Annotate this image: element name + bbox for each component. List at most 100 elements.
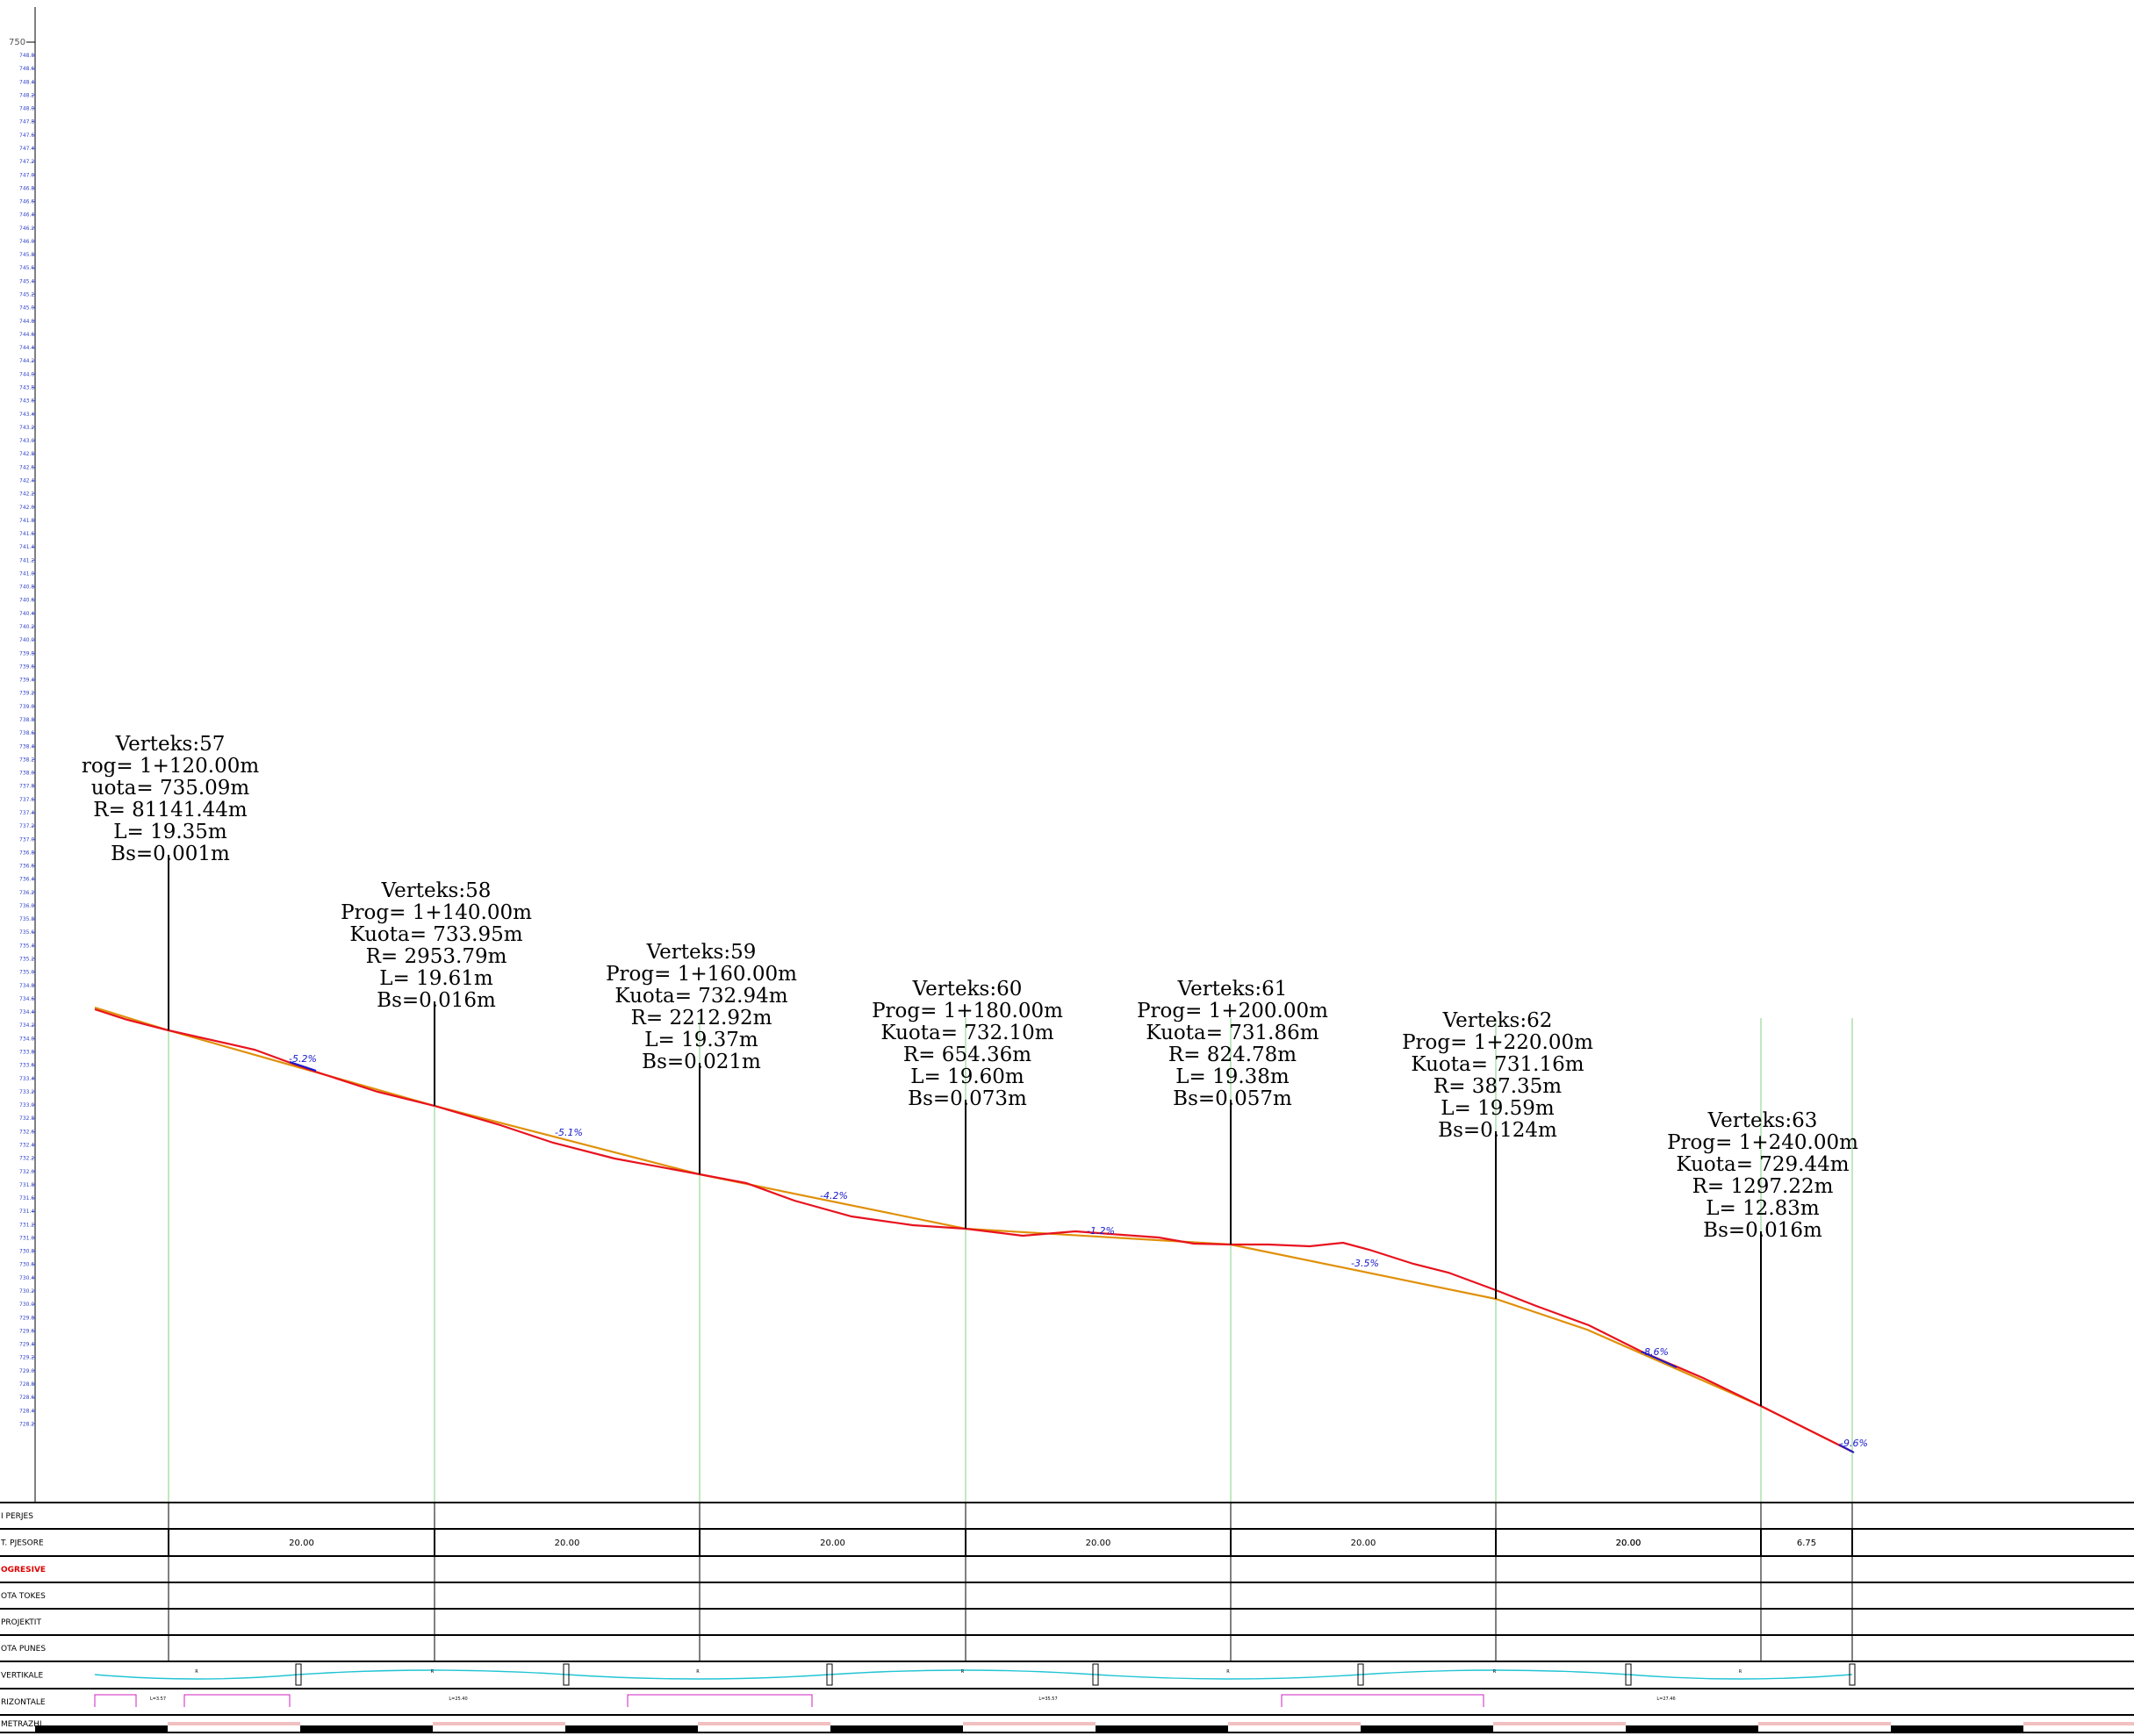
svg-text:·: · <box>1495 1644 1497 1649</box>
elevation-tick: 745.6 <box>19 265 34 271</box>
svg-text:·: · <box>965 1618 966 1623</box>
elevation-tick: 739.4 <box>19 678 34 684</box>
elevation-tick: 741.2 <box>19 557 34 563</box>
elevation-tick: 737.8 <box>19 784 34 790</box>
elevation-tick: 743.0 <box>19 438 34 444</box>
svg-text:R: R <box>1739 1669 1742 1675</box>
elevation-tick: 747.0 <box>19 172 34 178</box>
vertex-l: L= 19.61m <box>379 967 493 990</box>
svg-text:·: · <box>1230 1538 1232 1543</box>
elevation-tick: 740.8 <box>19 585 34 591</box>
elevation-tick: 729.6 <box>19 1328 34 1334</box>
segment-distance: 20.00 <box>1616 1539 1642 1548</box>
vertex-bs: Bs=0.057m <box>1173 1087 1292 1110</box>
segment-distance: 20.00 <box>820 1539 845 1548</box>
svg-text:·: · <box>1230 1591 1232 1596</box>
vertex-l: L= 12.83m <box>1706 1197 1820 1220</box>
svg-text:R: R <box>1493 1669 1497 1675</box>
elevation-tick: 729.4 <box>19 1342 34 1348</box>
elevation-tick: 747.8 <box>19 119 34 126</box>
elevation-tick: 748.2 <box>19 92 34 98</box>
svg-text:·: · <box>699 1618 701 1623</box>
svg-text:·: · <box>965 1591 966 1596</box>
elevation-tick: 738.0 <box>19 771 34 777</box>
vertex-l: L= 19.35m <box>113 821 227 843</box>
elevation-tick: 748.6 <box>19 66 34 72</box>
vertex-prog: Prog= 1+220.00m <box>1402 1031 1593 1054</box>
vertex-prog: Prog= 1+200.00m <box>1137 1000 1328 1022</box>
elevation-tick: 748.4 <box>19 79 34 85</box>
elevation-tick: 742.8 <box>19 451 34 457</box>
svg-text:·: · <box>1760 1644 1762 1649</box>
svg-text:·: · <box>1230 1565 1232 1570</box>
vertex-bs: Bs=0.001m <box>111 843 230 865</box>
svg-text:·: · <box>1851 1618 1853 1623</box>
elevation-tick: 739.8 <box>19 650 34 656</box>
svg-text:·: · <box>1230 1644 1232 1649</box>
vertex-l: L= 19.60m <box>910 1065 1024 1088</box>
vertex-name: Verteks:60 <box>912 978 1023 1001</box>
elevation-tick: 746.0 <box>19 239 34 245</box>
svg-text:·: · <box>965 1565 966 1570</box>
elevation-tick: 728.2 <box>19 1421 34 1427</box>
svg-text:·: · <box>699 1538 701 1543</box>
elevation-tick: 746.6 <box>19 199 34 205</box>
horizontal-length: L=35.57 <box>1038 1697 1057 1702</box>
svg-text:·: · <box>1760 1618 1762 1623</box>
elevation-tick: 738.2 <box>19 757 34 763</box>
svg-text:·: · <box>1495 1618 1497 1623</box>
elevation-tick: 730.2 <box>19 1288 34 1295</box>
elevation-tick: 735.8 <box>19 916 34 922</box>
elevation-tick: 747.4 <box>19 146 34 152</box>
svg-text:·: · <box>168 1618 169 1623</box>
axis-top-label: 750 <box>9 38 25 47</box>
vertex-r: R= 654.36m <box>903 1044 1031 1066</box>
vertex-l: L= 19.38m <box>1175 1065 1290 1088</box>
elevation-tick: 745.8 <box>19 252 34 258</box>
vertex-name: Verteks:58 <box>381 879 492 902</box>
elevation-tick: 738.4 <box>19 743 34 750</box>
slope-label: -8.6% <box>1641 1346 1669 1358</box>
slope-label: -3.5% <box>1351 1258 1379 1269</box>
elevation-tick: 734.4 <box>19 1009 34 1015</box>
horizontal-length: L=25.40 <box>449 1697 467 1702</box>
vertex-kuota: Kuota= 729.44m <box>1676 1153 1849 1176</box>
elevation-tick: 745.2 <box>19 292 34 298</box>
svg-text:·: · <box>434 1538 435 1543</box>
vertex-kuota: Kuota= 733.95m <box>349 923 522 946</box>
elevation-tick: 736.4 <box>19 877 34 883</box>
elevation-tick: 737.4 <box>19 810 34 816</box>
elevation-tick: 742.0 <box>19 505 34 511</box>
vertex-name: Verteks:61 <box>1177 978 1288 1001</box>
svg-text:R: R <box>696 1669 700 1675</box>
elevation-tick: 734.6 <box>19 996 34 1002</box>
table-row-label: METRAZHI <box>1 1720 42 1729</box>
svg-text:·: · <box>168 1591 169 1596</box>
svg-text:·: · <box>1851 1644 1853 1649</box>
svg-text:·: · <box>1495 1565 1497 1570</box>
elevation-tick: 744.0 <box>19 371 34 377</box>
elevation-tick: 737.0 <box>19 836 34 843</box>
elevation-tick: 741.8 <box>19 518 34 524</box>
elevation-tick: 729.8 <box>19 1315 34 1321</box>
vertex-r: R= 824.78m <box>1168 1044 1297 1066</box>
slope-label: -4.2% <box>820 1190 848 1202</box>
svg-text:·: · <box>1760 1565 1762 1570</box>
elevation-tick: 747.6 <box>19 133 34 139</box>
elevation-tick: 735.0 <box>19 970 34 976</box>
grade-line <box>94 1006 1853 1453</box>
elevation-tick: 738.8 <box>19 717 34 723</box>
slope-segments <box>289 1061 1855 1453</box>
elevation-tick: 734.8 <box>19 983 34 989</box>
elevation-tick: 735.2 <box>19 957 34 963</box>
elevation-tick: 732.4 <box>19 1142 34 1148</box>
svg-text:·: · <box>1230 1618 1232 1623</box>
vertex-bs: Bs=0.124m <box>1438 1119 1557 1142</box>
segment-distance: 20.00 <box>1616 1539 1642 1548</box>
elevation-tick: 744.8 <box>19 319 34 325</box>
elevation-tick: 731.4 <box>19 1209 34 1215</box>
elevation-axis: 750 748.8748.6748.4748.2748.0747.8747.67… <box>9 7 36 1503</box>
